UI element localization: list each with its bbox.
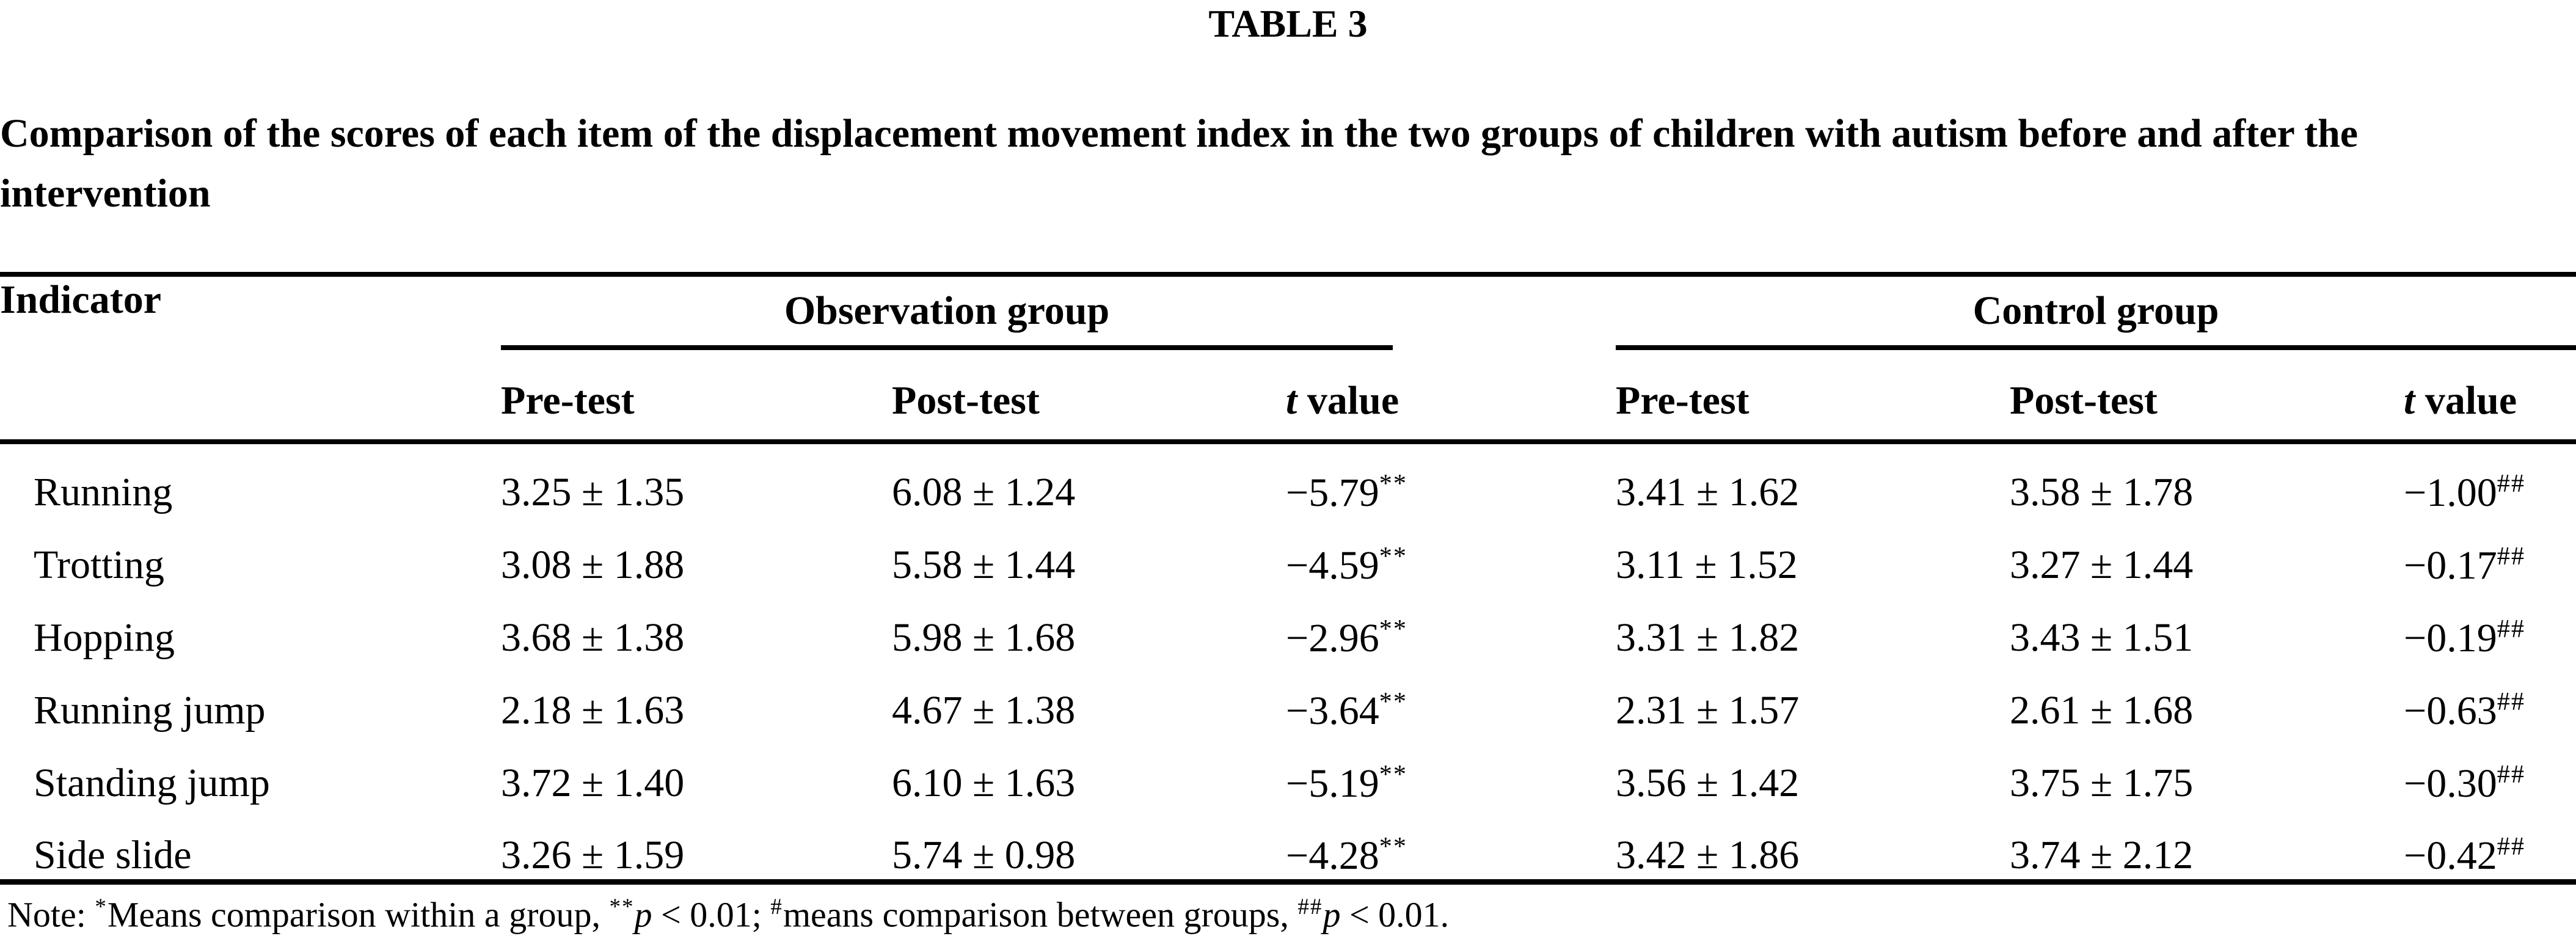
- cell-ctrl-pretest: 3.11 ± 1.52: [1616, 542, 1798, 587]
- cell-ctrl-pretest: 3.42 ± 1.86: [1616, 833, 1800, 877]
- p-symbol: p: [634, 894, 652, 935]
- cell-obs-pretest: 2.18 ± 1.63: [501, 687, 685, 733]
- cell-obs-tvalue: −5.19**: [1286, 759, 1407, 806]
- significance-marker: ##: [2497, 687, 2525, 716]
- cell-ctrl-posttest: 3.43 ± 1.51: [2010, 615, 2194, 660]
- asterisk-marker: *: [95, 894, 108, 920]
- significance-marker: ##: [2497, 759, 2525, 789]
- cell-obs-posttest: 6.10 ± 1.63: [892, 760, 1076, 805]
- table-row-side-slide: Side slide 3.26 ± 1.59 5.74 ± 0.98 −4.28…: [0, 807, 2576, 882]
- table-row-running-jump: Running jump 2.18 ± 1.63 4.67 ± 1.38 −3.…: [0, 662, 2576, 734]
- sub-header-row: Pre-test Post-test t value Pre-test Post…: [0, 350, 2576, 442]
- cell-obs-tvalue: −4.28**: [1286, 832, 1407, 878]
- t-symbol: t: [1286, 378, 1297, 423]
- t-value-label: value: [2415, 378, 2517, 423]
- table-row-running: Running 3.25 ± 1.35 6.08 ± 1.24 −5.79** …: [0, 442, 2576, 516]
- t-value-label: value: [1297, 378, 1399, 423]
- table-caption: Comparison of the scores of each item of…: [0, 111, 2359, 216]
- cell-ctrl-tvalue: −0.30##: [2404, 759, 2525, 806]
- cell-ctrl-posttest: 3.58 ± 1.78: [2010, 470, 2194, 514]
- cell-obs-tvalue: −2.96**: [1286, 614, 1407, 660]
- cell-obs-pretest: 3.25 ± 1.35: [501, 470, 685, 514]
- note-prefix: Note:: [7, 894, 95, 935]
- significance-marker: **: [1379, 759, 1407, 789]
- cell-obs-posttest: 5.58 ± 1.44: [892, 542, 1076, 587]
- group-header-control: Control group: [1972, 288, 2219, 333]
- cell-ctrl-tvalue: −1.00##: [2404, 469, 2525, 515]
- cell-ctrl-pretest: 3.41 ± 1.62: [1616, 470, 1800, 514]
- col-header-obs-pretest: Pre-test: [501, 378, 635, 423]
- table-number: TABLE 3: [1208, 2, 1368, 45]
- group-header-observation: Observation group: [784, 288, 1110, 333]
- hash-marker: #: [770, 894, 783, 920]
- table-row-hopping: Hopping 3.68 ± 1.38 5.98 ± 1.68 −2.96** …: [0, 589, 2576, 662]
- cell-obs-pretest: 3.68 ± 1.38: [501, 615, 685, 660]
- col-header-ctrl-posttest: Post-test: [2010, 378, 2158, 423]
- cell-ctrl-tvalue: −0.17##: [2404, 541, 2525, 588]
- significance-marker: **: [1379, 832, 1407, 861]
- col-header-indicator: Indicator: [0, 277, 161, 322]
- col-header-ctrl-tvalue: t value: [2404, 350, 2576, 442]
- cell-ctrl-tvalue: −0.42##: [2404, 832, 2525, 878]
- comparison-table: Indicator Observation group Control grou…: [0, 272, 2576, 885]
- cell-obs-posttest: 5.74 ± 0.98: [892, 833, 1076, 877]
- cell-ctrl-pretest: 2.31 ± 1.57: [1616, 687, 1800, 733]
- cell-indicator: Trotting: [34, 542, 164, 587]
- significance-marker: ##: [2497, 614, 2525, 643]
- p-symbol: p: [1323, 894, 1341, 935]
- note-text: < 0.01;: [652, 894, 771, 935]
- cell-ctrl-posttest: 3.75 ± 1.75: [2010, 760, 2194, 805]
- significance-marker: **: [1379, 541, 1407, 571]
- group-header-control-cell: Control group: [1616, 274, 2576, 350]
- significance-marker: **: [1379, 687, 1407, 716]
- note-text: Means comparison within a group,: [107, 894, 610, 935]
- cell-obs-tvalue: −3.64**: [1286, 687, 1407, 733]
- significance-marker: **: [1379, 614, 1407, 643]
- cell-ctrl-tvalue: −0.19##: [2404, 614, 2525, 660]
- cell-obs-tvalue: −4.59**: [1286, 541, 1407, 588]
- double-asterisk-marker: **: [609, 894, 635, 920]
- cell-indicator: Running: [34, 470, 173, 514]
- cell-ctrl-posttest: 3.27 ± 1.44: [2010, 542, 2194, 587]
- col-header-obs-posttest: Post-test: [892, 378, 1040, 423]
- significance-marker: ##: [2497, 469, 2525, 498]
- note-text: < 0.01.: [1340, 894, 1450, 935]
- significance-marker: ##: [2497, 541, 2525, 571]
- cell-obs-pretest: 3.26 ± 1.59: [501, 833, 685, 877]
- table-row-trotting: Trotting 3.08 ± 1.88 5.58 ± 1.44 −4.59**…: [0, 516, 2576, 589]
- cell-indicator: Hopping: [34, 615, 175, 660]
- table-row-standing-jump: Standing jump 3.72 ± 1.40 6.10 ± 1.63 −5…: [0, 734, 2576, 807]
- cell-indicator: Side slide: [34, 833, 192, 877]
- cell-ctrl-posttest: 3.74 ± 2.12: [2010, 833, 2194, 877]
- cell-obs-posttest: 5.98 ± 1.68: [892, 615, 1076, 660]
- cell-obs-pretest: 3.72 ± 1.40: [501, 760, 685, 805]
- t-symbol: t: [2404, 378, 2415, 423]
- cell-indicator: Running jump: [34, 687, 266, 733]
- cell-ctrl-pretest: 3.56 ± 1.42: [1616, 760, 1800, 805]
- note-text: means comparison between groups,: [783, 894, 1298, 935]
- cell-obs-posttest: 4.67 ± 1.38: [892, 687, 1076, 733]
- cell-indicator: Standing jump: [34, 760, 270, 805]
- cell-ctrl-tvalue: −0.63##: [2404, 687, 2525, 733]
- cell-ctrl-posttest: 2.61 ± 1.68: [2010, 687, 2194, 733]
- observation-group-rule: [501, 345, 1393, 350]
- cell-obs-tvalue: −5.79**: [1286, 469, 1407, 515]
- group-header-observation-cell: Observation group: [501, 274, 1616, 350]
- significance-marker: **: [1379, 469, 1407, 498]
- group-header-row: Indicator Observation group Control grou…: [0, 274, 2576, 350]
- col-header-ctrl-pretest: Pre-test: [1616, 378, 1750, 423]
- cell-obs-pretest: 3.08 ± 1.88: [501, 542, 685, 587]
- double-hash-marker: ##: [1297, 894, 1323, 920]
- col-header-obs-tvalue: t value: [1286, 350, 1616, 442]
- significance-marker: ##: [2497, 832, 2525, 861]
- table-note: Note: *Means comparison within a group, …: [7, 886, 2567, 936]
- control-group-rule: [1616, 345, 2576, 350]
- cell-ctrl-pretest: 3.31 ± 1.82: [1616, 615, 1800, 660]
- cell-obs-posttest: 6.08 ± 1.24: [892, 470, 1076, 514]
